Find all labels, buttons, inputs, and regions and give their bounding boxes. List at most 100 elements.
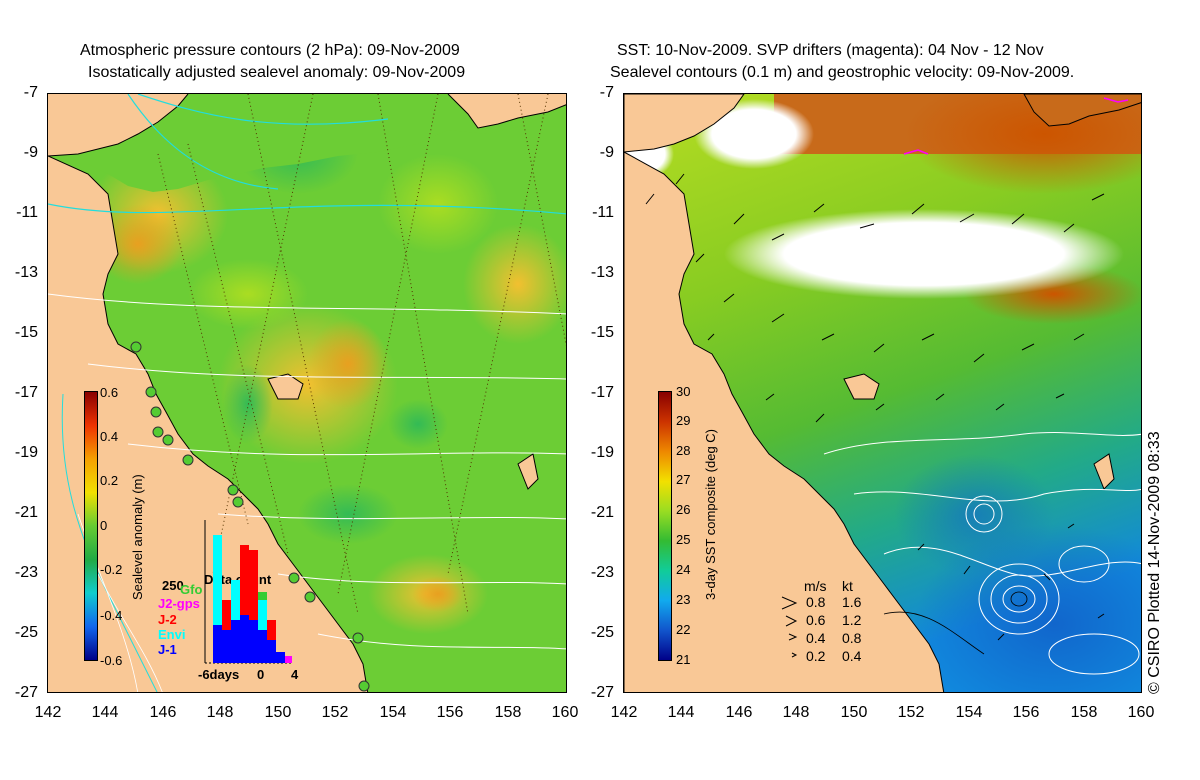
cloud-gap <box>724 209 1124 299</box>
pressure-contour <box>48 293 566 315</box>
pressure-contour <box>127 443 566 456</box>
pressure-contour <box>217 513 566 520</box>
legend-j2: J-2 <box>158 612 177 627</box>
tide-gauges <box>130 341 370 692</box>
x-tick: 156 <box>436 704 464 721</box>
x-tick: 158 <box>494 704 522 721</box>
colorbar-tick: 0.2 <box>100 473 119 488</box>
speed-scale-header-ms: m/s <box>804 578 827 594</box>
speed-scale-row: 1.6 <box>842 594 862 610</box>
y-tick: -17 <box>14 384 38 401</box>
svp-drifter-tracks <box>903 97 1129 155</box>
coastline-png <box>48 94 189 157</box>
land-australia <box>624 151 945 692</box>
land-png-east <box>1023 94 1141 127</box>
speed-scale-row: 0.2 <box>806 648 826 664</box>
y-tick: -27 <box>590 684 614 701</box>
colorbar-tick: 0 <box>100 518 108 533</box>
y-tick: -21 <box>590 504 614 521</box>
anomaly-neutral-region <box>188 259 308 329</box>
colorbar-tick: -0.4 <box>100 608 123 623</box>
x-tick: 152 <box>321 704 349 721</box>
sst-colorbar <box>658 391 672 661</box>
speed-scale-header-kt: kt <box>842 578 853 594</box>
anomaly-warm-region <box>463 224 566 344</box>
left-title-line1: Atmospheric pressure contours (2 hPa): 0… <box>80 42 460 59</box>
land-island <box>267 373 304 400</box>
y-tick: -15 <box>14 324 38 341</box>
x-tick: 144 <box>667 704 695 721</box>
histogram-xtick: 4 <box>291 667 299 682</box>
anomaly-warm-region <box>93 204 183 284</box>
y-tick: -25 <box>14 624 38 641</box>
anomaly-cool-region <box>388 399 448 449</box>
colorbar-tick: 30 <box>676 384 691 399</box>
y-tick: -19 <box>14 444 38 461</box>
anomaly-neutral-region <box>378 154 498 254</box>
colorbar-tick: -0.2 <box>100 562 123 577</box>
speed-scale-arrows <box>781 596 798 658</box>
y-tick: -13 <box>14 264 38 281</box>
x-tick: 160 <box>1127 704 1155 721</box>
land-island <box>843 373 880 400</box>
pressure-contour <box>127 94 279 190</box>
speed-scale-row: 1.2 <box>842 612 862 628</box>
speed-scale-row: 0.6 <box>806 612 826 628</box>
colorbar-tick: 29 <box>676 413 691 428</box>
y-tick: -27 <box>14 684 38 701</box>
land-island <box>517 453 539 490</box>
histogram-xtick: 0 <box>257 667 265 682</box>
x-tick: 146 <box>725 704 753 721</box>
sealevel-contours-neg <box>883 591 1028 655</box>
anomaly-cool-region <box>298 484 398 544</box>
colorbar-tick: 22 <box>676 622 691 637</box>
x-tick: 146 <box>149 704 177 721</box>
pressure-contour <box>137 94 389 125</box>
speed-scale-row: 0.4 <box>842 648 862 664</box>
anomaly-warm-region <box>413 576 463 612</box>
speed-scale-row: 0.8 <box>806 594 826 610</box>
png-coast-ocean <box>88 94 566 192</box>
histogram-bars <box>213 535 292 663</box>
geostrophic-velocity-arrows <box>645 173 1105 641</box>
sst-colorbar-label: 3-day SST composite (deg C) <box>703 429 718 600</box>
right-title-line2: Sealevel contours (0.1 m) and geostrophi… <box>610 64 1075 81</box>
colorbar-tick: 23 <box>676 592 691 607</box>
land-island <box>1093 453 1115 490</box>
x-tick: 158 <box>1070 704 1098 721</box>
x-tick: 148 <box>782 704 810 721</box>
y-tick: -7 <box>23 84 38 101</box>
y-tick: -19 <box>590 444 614 461</box>
x-tick: 142 <box>34 704 62 721</box>
speed-scale-row: 0.8 <box>842 630 862 646</box>
data-count-value: 250 <box>162 578 184 593</box>
x-tick: 144 <box>91 704 119 721</box>
sealevel-contours <box>823 432 1141 675</box>
y-tick: -23 <box>14 564 38 581</box>
speed-scale-row: 0.4 <box>806 630 826 646</box>
land-png-west <box>624 94 745 153</box>
y-tick: -21 <box>14 504 38 521</box>
colorbar-tick: 27 <box>676 472 691 487</box>
colorbar-tick: 0.4 <box>100 429 119 444</box>
colorbar-tick: 0.6 <box>100 385 119 400</box>
pressure-contour <box>48 203 566 215</box>
pressure-contour <box>277 573 566 585</box>
colorbar-tick: 26 <box>676 502 691 517</box>
right-title-line1: SST: 10-Nov-2009. SVP drifters (magenta)… <box>617 42 1044 59</box>
sst-map <box>623 93 1142 693</box>
x-tick: 154 <box>379 704 407 721</box>
y-tick: -9 <box>599 144 614 161</box>
pressure-contour <box>97 573 163 692</box>
x-tick: 156 <box>1012 704 1040 721</box>
y-tick: -11 <box>16 204 38 221</box>
colorbar-tick: -0.6 <box>100 653 123 668</box>
colorbar-tick: 21 <box>676 652 691 667</box>
anomaly-warm-region <box>308 319 388 409</box>
land-png-west <box>48 94 188 156</box>
legend-j1: J-1 <box>158 642 177 657</box>
y-tick: -23 <box>590 564 614 581</box>
y-tick: -25 <box>590 624 614 641</box>
colorbar-tick: 24 <box>676 562 691 577</box>
y-tick: -13 <box>590 264 614 281</box>
